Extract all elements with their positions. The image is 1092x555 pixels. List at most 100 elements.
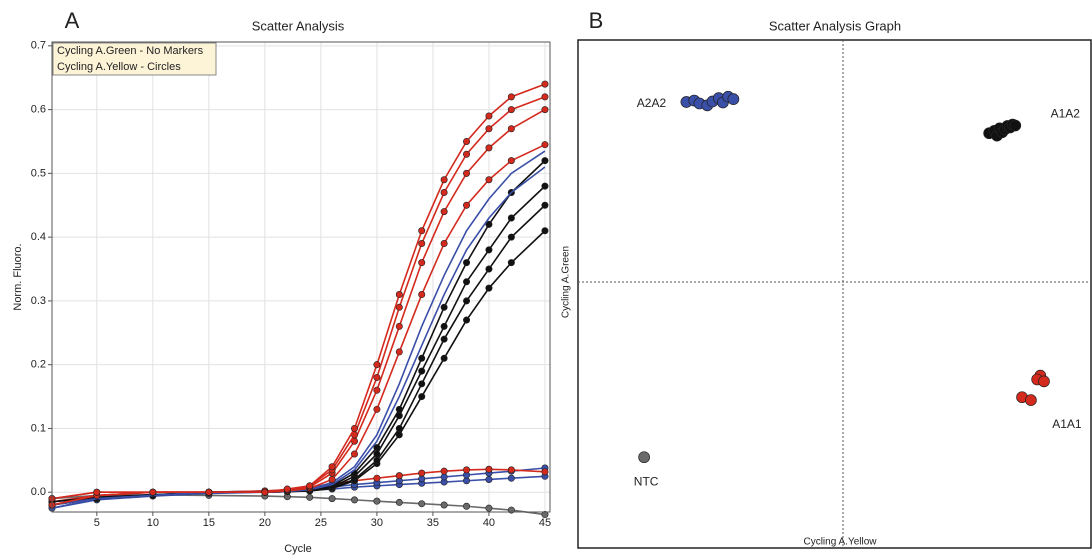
data-point — [373, 474, 381, 482]
data-point — [463, 150, 471, 158]
legend-entry: Cycling A.Yellow - Circles — [57, 61, 181, 73]
cluster-label: NTC — [634, 474, 659, 488]
data-point — [440, 240, 448, 248]
data-point — [463, 169, 471, 177]
data-point — [507, 157, 515, 165]
data-point — [463, 259, 471, 267]
data-point — [507, 106, 515, 114]
data-point — [418, 240, 426, 248]
data-point — [440, 208, 448, 216]
data-point — [541, 141, 549, 149]
data-point — [418, 291, 426, 299]
y-tick-label: 0.0 — [31, 486, 46, 498]
x-tick-label: 35 — [427, 517, 439, 529]
x-tick-label: 25 — [315, 517, 327, 529]
legend-box — [52, 42, 217, 76]
y-tick-label: 0.2 — [31, 359, 46, 371]
data-point — [440, 189, 448, 197]
data-point — [463, 316, 471, 324]
data-point — [485, 284, 493, 292]
data-point — [727, 93, 740, 105]
y-tick-label: 0.5 — [31, 167, 46, 179]
data-point — [350, 496, 358, 504]
data-point — [485, 465, 493, 473]
data-point — [485, 144, 493, 152]
data-point — [418, 227, 426, 235]
data-point — [373, 450, 381, 458]
data-point — [541, 106, 549, 114]
data-point — [638, 451, 650, 464]
data-point — [1025, 394, 1037, 406]
data-point — [395, 424, 403, 432]
data-point — [283, 485, 291, 493]
data-point — [373, 456, 381, 464]
data-point — [463, 201, 471, 209]
data-point — [507, 214, 515, 222]
data-point — [463, 297, 471, 305]
data-point — [541, 468, 549, 476]
data-point — [541, 201, 549, 209]
plot-frame — [51, 41, 551, 513]
y-axis-title: Cycling A.Green — [561, 246, 572, 318]
data-point — [507, 233, 515, 241]
x-tick-label: 40 — [483, 517, 495, 529]
data-point — [395, 291, 403, 299]
chart-title: Scatter Analysis Graph — [769, 18, 901, 33]
data-point — [328, 495, 336, 503]
data-point — [328, 475, 336, 483]
x-tick-label: 10 — [147, 517, 159, 529]
plot-area: 5 10 15 20 25 30 35 40 45 0.0 0.1 0.2 0.3 0.4 0.5 0.6 0.… — [31, 40, 551, 529]
data-point — [328, 463, 336, 471]
data-point — [440, 303, 448, 311]
data-point — [541, 511, 549, 519]
series-line — [51, 150, 546, 506]
data-point — [440, 322, 448, 330]
cluster-label: A2A2 — [637, 96, 667, 110]
data-point — [395, 472, 403, 480]
y-tick-label: 0.1 — [31, 422, 46, 434]
data-point — [373, 386, 381, 394]
x-tick-label: 5 — [94, 517, 100, 529]
data-point — [306, 482, 314, 490]
data-point — [507, 125, 515, 133]
data-point — [541, 227, 549, 235]
data-point — [485, 246, 493, 254]
data-point — [463, 278, 471, 286]
data-point — [440, 467, 448, 475]
data-point — [395, 498, 403, 506]
data-point — [463, 502, 471, 510]
data-point — [1009, 119, 1022, 132]
data-point — [463, 466, 471, 474]
data-point — [485, 504, 493, 512]
data-point — [205, 488, 213, 496]
data-point — [541, 80, 549, 88]
x-tick-label: 30 — [371, 517, 383, 529]
panel-label: A — [65, 8, 80, 33]
plot-area: A2A2 A1A2 A1A1 NTC — [634, 90, 1082, 488]
data-point — [395, 303, 403, 311]
x-tick-label: 20 — [259, 517, 271, 529]
data-point — [261, 488, 269, 496]
panel-label: B — [589, 8, 604, 33]
data-point — [418, 367, 426, 375]
data-point — [373, 497, 381, 505]
y-tick-label: 0.3 — [31, 295, 46, 307]
data-point — [149, 488, 157, 496]
data-point — [507, 93, 515, 101]
data-point — [373, 373, 381, 381]
data-point — [418, 380, 426, 388]
data-point — [440, 335, 448, 343]
plot-frame — [577, 39, 1092, 549]
data-point — [507, 474, 515, 482]
x-tick-label: 15 — [203, 517, 215, 529]
data-point — [485, 176, 493, 184]
data-point — [93, 488, 101, 496]
data-point — [541, 157, 549, 165]
data-point — [485, 265, 493, 273]
data-point — [395, 405, 403, 413]
legend-entry: Cycling A.Green - No Markers — [57, 45, 204, 57]
cluster-label: A1A2 — [1051, 106, 1081, 120]
data-point — [440, 176, 448, 184]
